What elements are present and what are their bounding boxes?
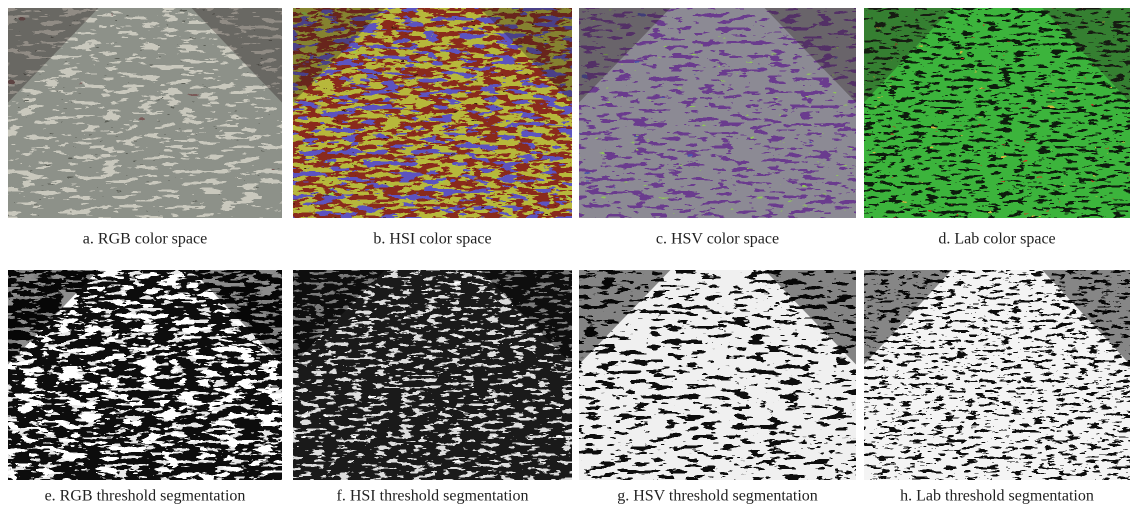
panel-caption: d. Lab color space <box>938 231 1055 248</box>
panel-image <box>864 270 1130 480</box>
panel: f. HSI threshold segmentation <box>293 270 572 505</box>
panel-image <box>8 8 282 218</box>
panel: h. Lab threshold segmentation <box>864 270 1130 505</box>
panel-caption: b. HSI color space <box>373 231 491 248</box>
panel-image <box>579 270 856 480</box>
panel-image <box>293 8 572 218</box>
panel-caption: h. Lab threshold segmentation <box>900 488 1094 505</box>
panel: g. HSV threshold segmentation <box>579 270 856 505</box>
panel-image <box>579 8 856 218</box>
panel: d. Lab color space <box>864 8 1130 248</box>
panel-image <box>8 270 282 480</box>
figure: a. RGB color space b. HSI color space c. H… <box>0 0 1137 508</box>
panel: b. HSI color space <box>293 8 572 248</box>
panel-image <box>864 8 1130 218</box>
panel-caption: e. RGB threshold segmentation <box>45 488 246 505</box>
panel-caption: c. HSV color space <box>656 231 779 248</box>
panel-caption: g. HSV threshold segmentation <box>617 488 818 505</box>
panel: c. HSV color space <box>579 8 856 248</box>
panel: e. RGB threshold segmentation <box>8 270 282 505</box>
panel: a. RGB color space <box>8 8 282 248</box>
panel-image <box>293 270 572 480</box>
panel-caption: a. RGB color space <box>83 231 207 248</box>
panel-caption: f. HSI threshold segmentation <box>337 488 529 505</box>
